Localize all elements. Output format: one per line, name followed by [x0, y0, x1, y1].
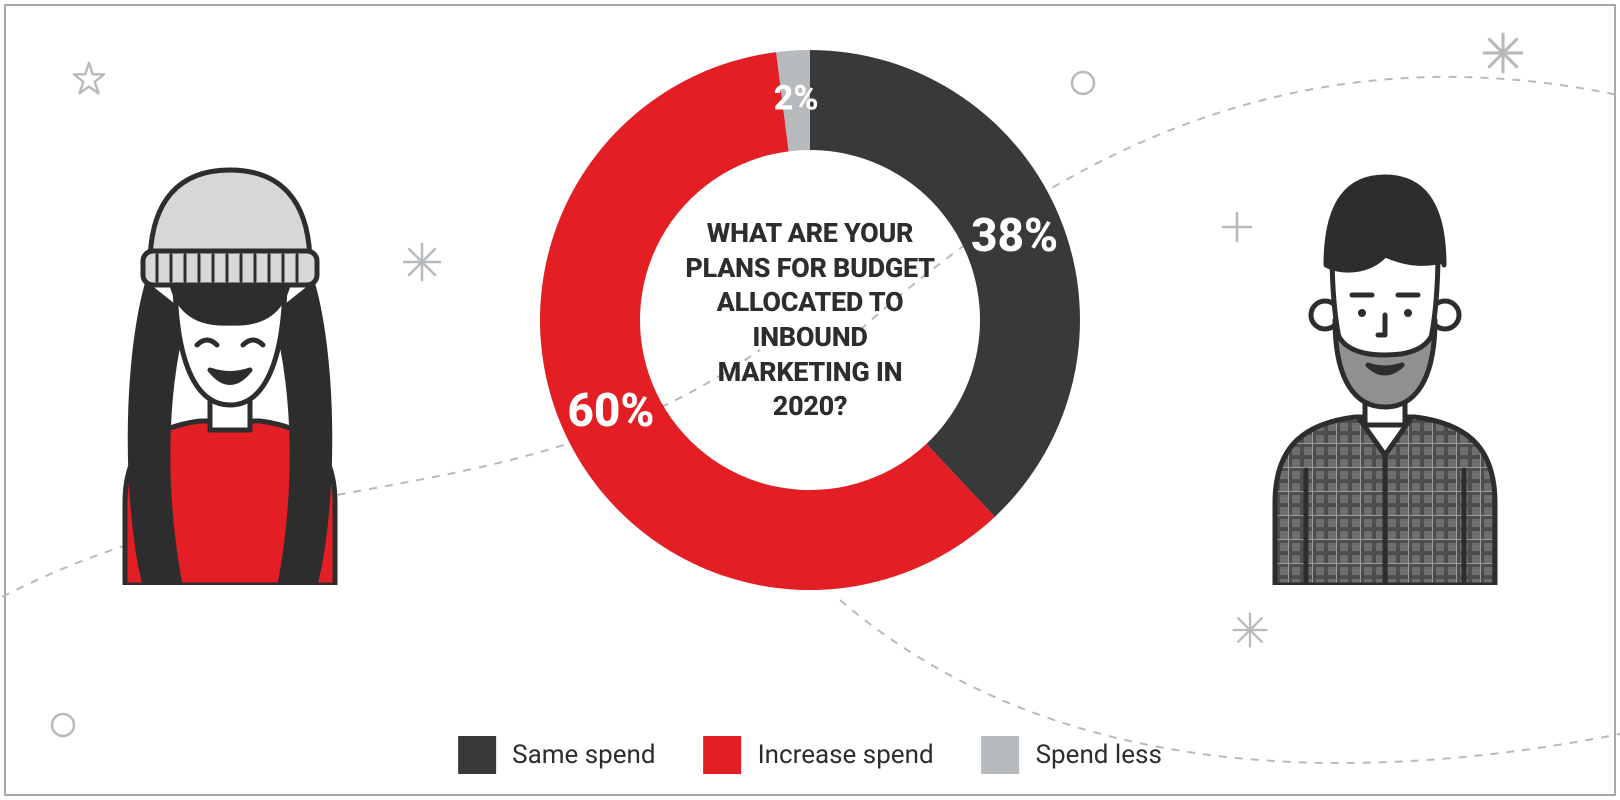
illustration-person-right — [1240, 155, 1530, 585]
legend-item-spend-less: Spend less — [982, 736, 1162, 774]
donut-slice — [810, 50, 1080, 517]
legend-swatch — [458, 736, 496, 774]
legend-label: Spend less — [1036, 740, 1162, 770]
illustration-person-left — [85, 155, 375, 585]
donut-percent-label: 60% — [567, 384, 654, 438]
decor-star-outline — [70, 60, 108, 98]
donut-svg: 38% 60% 2% — [530, 40, 1090, 600]
decor-asterisk-2 — [1480, 30, 1526, 76]
donut-percent-label: 38% — [971, 209, 1058, 263]
decor-asterisk-3 — [1230, 610, 1270, 650]
legend-item-increase-spend: Increase spend — [704, 736, 934, 774]
legend-label: Same spend — [512, 740, 655, 770]
donut-percent-label: 2% — [774, 78, 819, 118]
legend: Same spend Increase spend Spend less — [458, 736, 1162, 774]
donut-chart: 38%60%2% WHAT ARE YOUR PLANS FOR BUDGET … — [530, 40, 1090, 600]
decor-asterisk — [400, 240, 444, 284]
legend-swatch — [704, 736, 742, 774]
legend-item-same-spend: Same spend — [458, 736, 655, 774]
legend-label: Increase spend — [758, 740, 934, 770]
decor-circle-2 — [50, 712, 76, 738]
legend-swatch — [982, 736, 1020, 774]
